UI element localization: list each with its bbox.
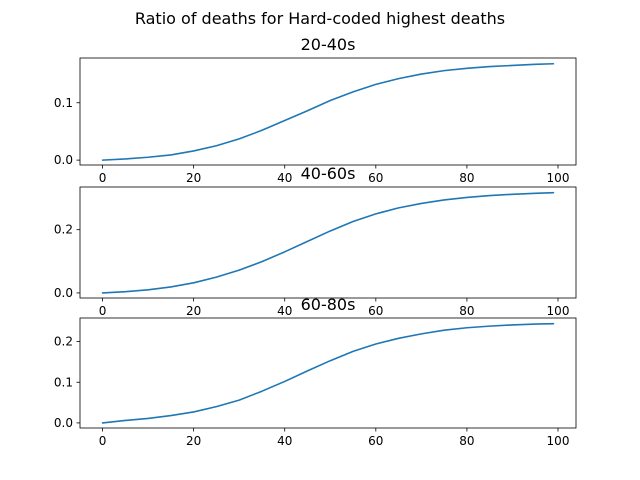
y-tick-label: 0.1 xyxy=(54,375,73,389)
plot-area xyxy=(79,57,577,166)
y-tick-label: 0.1 xyxy=(54,96,73,110)
x-tick-label: 60 xyxy=(368,304,383,318)
subplot-3: 0 20 40 60 80 100 0.0 0.1 0.2 60-80s xyxy=(54,295,577,448)
x-tick-label: 20 xyxy=(186,434,201,448)
y-tick-label: 0.0 xyxy=(54,153,73,167)
subplot-title: 20-40s xyxy=(301,35,356,54)
x-tick-label: 60 xyxy=(368,434,383,448)
x-tick-label: 40 xyxy=(277,304,292,318)
x-tick-label: 20 xyxy=(186,304,201,318)
subplot-1: 0 20 40 60 80 100 0.0 0.1 20-40s xyxy=(54,35,577,185)
x-tick-label: 80 xyxy=(459,434,474,448)
subplot-2: 0 20 40 60 80 100 0.0 0.2 40-60s xyxy=(54,164,577,318)
series-line-1 xyxy=(101,62,555,161)
x-tick-label: 100 xyxy=(547,304,570,318)
x-tick-label: 80 xyxy=(459,304,474,318)
x-tick-label: 40 xyxy=(277,434,292,448)
x-tick-label: 0 xyxy=(99,171,107,185)
series-line-1 xyxy=(101,191,555,294)
plot-area xyxy=(79,317,577,429)
subplot-title: 40-60s xyxy=(301,164,356,183)
x-tick-label: 20 xyxy=(186,171,201,185)
y-tick-label: 0.0 xyxy=(54,416,73,430)
figure-title: Ratio of deaths for Hard-coded highest d… xyxy=(135,9,505,28)
x-tick-label: 100 xyxy=(547,171,570,185)
y-tick-label: 0.2 xyxy=(54,335,73,349)
x-tick-label: 40 xyxy=(277,171,292,185)
subplot-title: 60-80s xyxy=(301,295,356,314)
series-line-1 xyxy=(101,322,555,424)
x-tick-label: 100 xyxy=(547,434,570,448)
y-tick-label: 0.2 xyxy=(54,223,73,237)
x-tick-label: 80 xyxy=(459,171,474,185)
x-tick-label: 60 xyxy=(368,171,383,185)
x-tick-label: 0 xyxy=(99,304,107,318)
plot-area xyxy=(79,186,577,299)
x-tick-label: 0 xyxy=(99,434,107,448)
y-tick-label: 0.0 xyxy=(54,286,73,300)
